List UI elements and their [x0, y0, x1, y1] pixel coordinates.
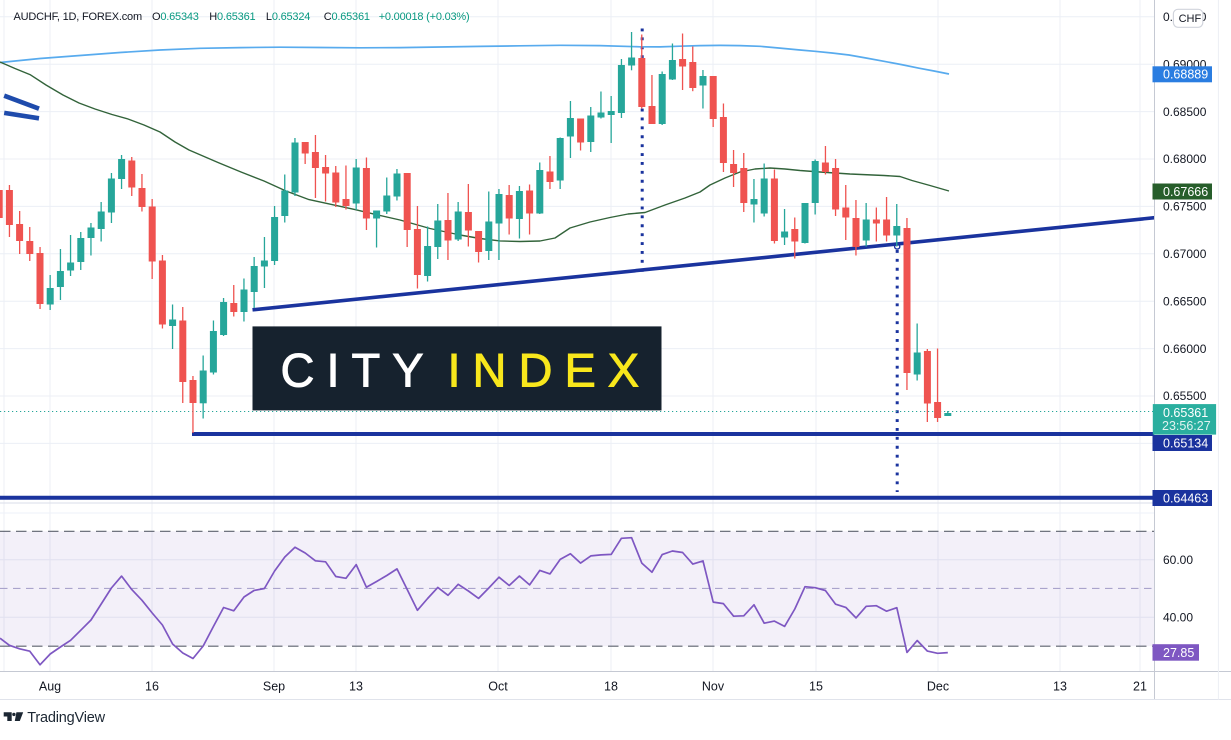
- svg-text:0.65134: 0.65134: [1163, 436, 1208, 450]
- svg-text:0.66000: 0.66000: [1163, 342, 1207, 356]
- svg-text:0.67000: 0.67000: [1163, 247, 1207, 261]
- svg-text:+0.00018 (+0.03%): +0.00018 (+0.03%): [379, 11, 470, 23]
- svg-text:0.65361: 0.65361: [1163, 406, 1208, 420]
- svg-text:0.68500: 0.68500: [1163, 105, 1207, 119]
- svg-text:18: 18: [604, 680, 618, 694]
- svg-text:15: 15: [809, 680, 823, 694]
- svg-text:INDEX: INDEX: [448, 344, 652, 397]
- svg-text:H0.65361: H0.65361: [209, 11, 255, 23]
- svg-text:L0.65324: L0.65324: [266, 11, 310, 23]
- svg-text:0.68000: 0.68000: [1163, 152, 1207, 166]
- svg-text:13: 13: [349, 680, 363, 694]
- svg-text:O0.65343: O0.65343: [152, 11, 199, 23]
- svg-text:13: 13: [1053, 680, 1067, 694]
- svg-text:0.64463: 0.64463: [1163, 491, 1208, 505]
- svg-text:0.65500: 0.65500: [1163, 389, 1207, 403]
- svg-text:27.85: 27.85: [1163, 646, 1194, 660]
- svg-text:60.00: 60.00: [1163, 553, 1193, 567]
- svg-text:21: 21: [1133, 680, 1147, 694]
- svg-text:C0.65361: C0.65361: [324, 11, 370, 23]
- svg-text:0.68889: 0.68889: [1163, 68, 1208, 82]
- svg-text:AUDCHF, 1D, FOREX.com: AUDCHF, 1D, FOREX.com: [14, 11, 142, 23]
- svg-text:Sep: Sep: [263, 680, 285, 694]
- svg-text:0.67500: 0.67500: [1163, 200, 1207, 214]
- svg-text:23:56:27: 23:56:27: [1162, 419, 1211, 433]
- svg-text:CHF: CHF: [1179, 13, 1202, 25]
- svg-text:16: 16: [145, 680, 159, 694]
- svg-text:0.67666: 0.67666: [1163, 185, 1208, 199]
- svg-text:40.00: 40.00: [1163, 611, 1193, 625]
- svg-text:0.66500: 0.66500: [1163, 294, 1207, 308]
- svg-text:TradingView: TradingView: [27, 710, 105, 726]
- svg-text:CITY: CITY: [281, 344, 436, 397]
- svg-text:Oct: Oct: [488, 680, 508, 694]
- svg-text:Nov: Nov: [702, 680, 725, 694]
- svg-text:Aug: Aug: [39, 680, 61, 694]
- svg-text:Dec: Dec: [927, 680, 949, 694]
